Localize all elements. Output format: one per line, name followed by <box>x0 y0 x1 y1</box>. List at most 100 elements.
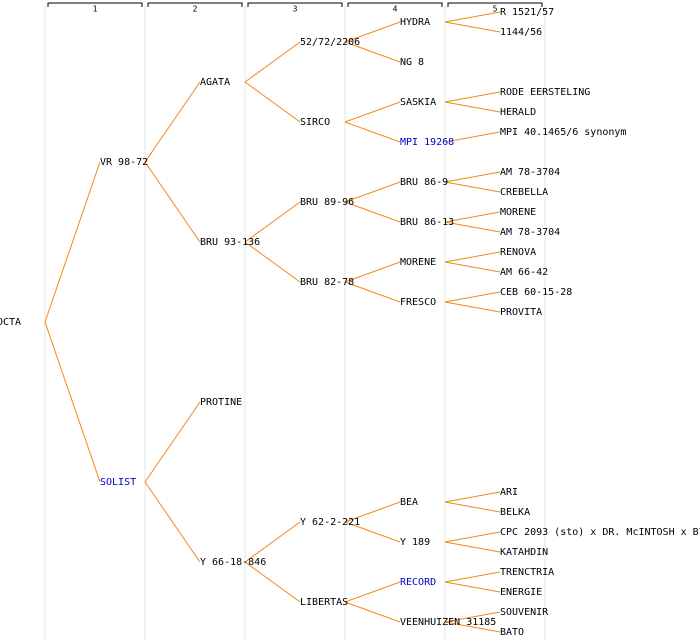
link <box>344 261 401 283</box>
node-label: ARI <box>500 487 518 498</box>
link <box>444 171 501 183</box>
link <box>344 41 401 63</box>
node-label: Y 189 <box>400 537 430 548</box>
node-label: PROVITA <box>500 307 542 318</box>
link <box>444 221 501 233</box>
node-label: BRU 86-13 <box>400 217 454 228</box>
node-label: HERALD <box>500 107 536 118</box>
link <box>344 521 401 543</box>
link <box>244 41 301 83</box>
node-label: AM 78-3704 <box>500 227 560 238</box>
generation-bracket <box>47 2 143 7</box>
generation-label: 3 <box>293 5 298 14</box>
node-label: AM 66-42 <box>500 267 548 278</box>
node-label: MPI 40.1465/6 synonym <box>500 127 626 138</box>
node-label: OCTA <box>0 317 21 328</box>
node-label: SOUVENIR <box>500 607 549 618</box>
link <box>444 11 501 23</box>
generation-bracket <box>347 2 443 7</box>
link <box>444 181 501 193</box>
generation-label: 1 <box>93 5 98 14</box>
link <box>444 541 501 553</box>
node-label: TRENCTRIA <box>500 567 554 578</box>
link <box>244 81 301 123</box>
link <box>344 501 401 523</box>
link <box>444 301 501 313</box>
link <box>344 101 401 123</box>
node-label: ENERGIE <box>500 587 542 598</box>
node-label: Y 62-2-221 <box>300 517 360 528</box>
node-label: SIRCO <box>300 117 330 128</box>
node-label: 1144/56 <box>500 27 542 38</box>
link <box>444 531 501 543</box>
link <box>444 611 501 623</box>
generation-label: 4 <box>393 5 398 14</box>
node-label: MORENE <box>400 257 436 268</box>
node-label: RECORD <box>400 577 436 588</box>
node-label: MPI 19268 <box>400 137 454 148</box>
link <box>144 481 201 563</box>
node-label: CEB 60-15-28 <box>500 287 572 298</box>
link <box>444 581 501 593</box>
link <box>444 101 501 113</box>
node-label: AM 78-3704 <box>500 167 560 178</box>
node-label: SOLIST <box>100 477 136 488</box>
node-label: CREBELLA <box>500 187 548 198</box>
link <box>344 601 401 623</box>
link <box>344 201 401 223</box>
link <box>144 401 201 483</box>
link <box>344 281 401 303</box>
generation-label: 5 <box>493 5 498 14</box>
link <box>444 21 501 33</box>
node-label: LIBERTAS <box>300 597 348 608</box>
node-label: RENOVA <box>500 247 536 258</box>
node-label: BRU 86-9 <box>400 177 448 188</box>
node-label: SASKIA <box>400 97 436 108</box>
node-label: KATAHDIN <box>500 547 548 558</box>
link <box>244 241 301 283</box>
link <box>44 161 101 323</box>
node-label: MORENE <box>500 207 536 218</box>
link <box>44 321 101 483</box>
link <box>344 181 401 203</box>
link <box>244 521 301 563</box>
link <box>344 581 401 603</box>
node-label: BRU 89-96 <box>300 197 354 208</box>
link <box>444 501 501 513</box>
link <box>444 251 501 263</box>
link <box>444 131 501 143</box>
link <box>444 211 501 223</box>
link <box>444 571 501 583</box>
link <box>244 201 301 243</box>
node-label: 52/72/2206 <box>300 37 360 48</box>
node-label: PROTINE <box>200 397 242 408</box>
link <box>444 491 501 503</box>
node-label: BRU 82-78 <box>300 277 354 288</box>
node-label: BRU 93-136 <box>200 237 260 248</box>
link <box>144 81 201 163</box>
node-label: FRESCO <box>400 297 436 308</box>
link <box>444 261 501 273</box>
node-label: VEENHUIZEN 31185 <box>400 617 496 628</box>
link <box>144 161 201 243</box>
node-label: VR 98-72 <box>100 157 148 168</box>
node-label: HYDRA <box>400 17 430 28</box>
node-label: NG 8 <box>400 57 424 68</box>
node-label: BEA <box>400 497 418 508</box>
generation-bracket <box>447 2 543 7</box>
node-label: BATO <box>500 627 524 638</box>
node-label: CPC 2093 (sto) x DR. McINTOSH x B7 <box>500 527 700 538</box>
generation-label: 2 <box>193 5 198 14</box>
link <box>344 21 401 43</box>
link <box>444 621 501 633</box>
link <box>244 561 301 603</box>
node-label: AGATA <box>200 77 230 88</box>
node-label: Y 66-18-846 <box>200 557 266 568</box>
node-label: RODE EERSTELING <box>500 87 590 98</box>
link <box>444 291 501 303</box>
node-label: R 1521/57 <box>500 7 554 18</box>
link <box>344 121 401 143</box>
generation-bracket <box>147 2 243 7</box>
node-label: BELKA <box>500 507 530 518</box>
